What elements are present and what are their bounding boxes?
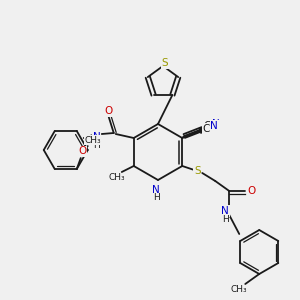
Text: N: N [152, 185, 160, 195]
Text: O: O [247, 186, 255, 196]
Text: S: S [162, 58, 168, 68]
Text: S: S [194, 166, 201, 176]
Text: H: H [222, 214, 229, 224]
Text: N: N [93, 132, 100, 142]
Text: N: N [221, 206, 229, 216]
Text: N: N [212, 119, 220, 129]
Text: CH₃: CH₃ [231, 286, 247, 295]
Text: H: H [93, 142, 100, 151]
Text: CH₃: CH₃ [84, 136, 101, 145]
Text: H: H [153, 194, 159, 202]
Text: C: C [204, 121, 211, 131]
Text: O: O [105, 106, 113, 116]
Text: CH₃: CH₃ [108, 173, 125, 182]
Text: C: C [202, 124, 210, 134]
Text: O: O [79, 146, 87, 156]
Text: N: N [210, 121, 218, 131]
